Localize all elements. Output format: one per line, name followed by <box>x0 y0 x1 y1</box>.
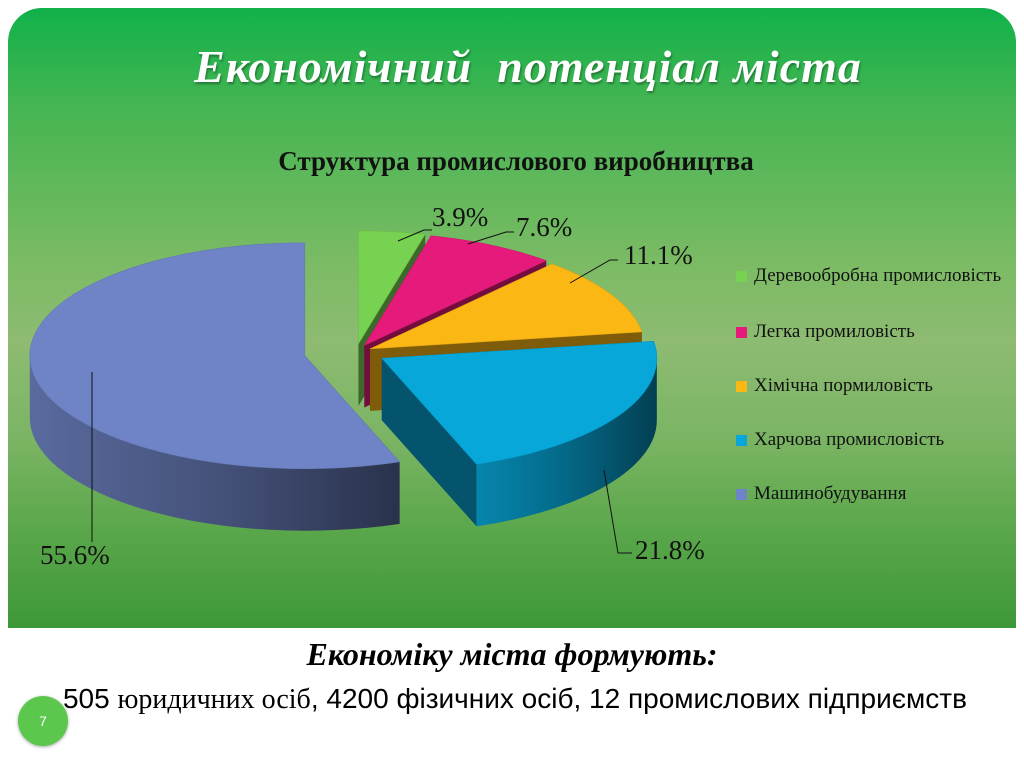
slide-title: Економічний потенціал міста <box>194 41 862 92</box>
legend-item-light-industry: Легка промиловість <box>736 318 1006 345</box>
legend-item-woodworking: Деревообробна промисловість <box>736 262 1006 289</box>
leader-line <box>467 231 514 245</box>
legend-swatch <box>736 271 747 282</box>
footer-heading: Економіку міста формують: <box>306 636 718 672</box>
legend-label: Легка промиловість <box>754 321 915 342</box>
data-label: 21.8% <box>635 535 705 565</box>
legend-swatch <box>736 435 747 446</box>
legend-item-food-industry: Харчова промисловість <box>736 426 1006 453</box>
data-label: 7.6% <box>516 212 572 242</box>
footer-text: 505 юридичних осіб, 4200 фізичних осіб, … <box>40 680 990 719</box>
pie-slice-wall <box>381 358 477 527</box>
legend-swatch <box>736 489 747 500</box>
legal-entities: юридичних осіб <box>117 684 311 715</box>
legend-label: Машинобудування <box>754 483 907 504</box>
page-number-badge: 7 <box>18 696 68 746</box>
leader-line <box>397 229 432 242</box>
pie-slice-top <box>381 340 658 465</box>
pie-slice-side <box>29 355 400 531</box>
leader-line <box>569 259 618 284</box>
pie-slice-top <box>369 263 643 350</box>
data-label: 55.6% <box>40 540 110 570</box>
legend-item-machine-building: Машинобудування <box>736 480 1006 507</box>
legend-label: Деревообробна промисловість <box>754 265 1002 286</box>
data-label: 3.9% <box>432 202 488 232</box>
legend-swatch <box>736 327 747 338</box>
legend-label: Хімічна пормиловість <box>754 375 933 396</box>
chart-title: Структура промислового виробництва <box>278 146 754 176</box>
footer-rest: , 4200 фізичних осіб, 12 промислових під… <box>310 683 968 714</box>
pie-slice-top <box>358 230 426 345</box>
legend-item-chemical-industry: Хімічна пормиловість <box>736 372 1006 399</box>
legend-swatch <box>736 381 747 392</box>
pie-slice-food-industry <box>381 340 658 527</box>
pie-slice-side <box>476 358 657 527</box>
legend-label: Харчова промисловість <box>754 429 945 450</box>
data-label: 11.1% <box>624 240 693 270</box>
leader-line <box>603 469 632 554</box>
legal-count: 505 <box>62 683 110 714</box>
pie-slice-top <box>363 235 548 347</box>
pie-slice-machine-building <box>29 242 401 531</box>
pie-slice-top <box>29 242 401 470</box>
